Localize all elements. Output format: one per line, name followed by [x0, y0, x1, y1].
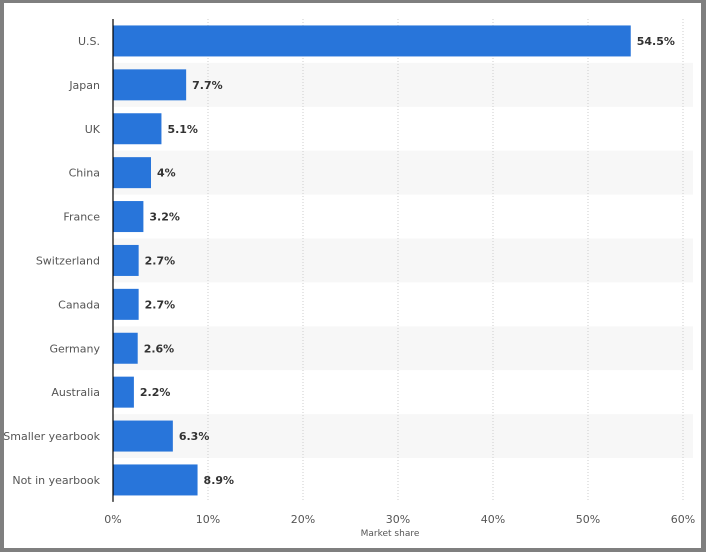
x-tick-label: 30%	[386, 513, 410, 526]
data-label: 7.7%	[192, 79, 223, 92]
category-label: Canada	[58, 298, 100, 311]
bar	[113, 113, 162, 145]
row-band	[113, 238, 693, 283]
data-label: 2.7%	[145, 298, 176, 311]
row-band	[113, 150, 693, 195]
x-tick-label: 0%	[104, 513, 121, 526]
x-tick-label: 10%	[196, 513, 220, 526]
bar	[113, 157, 151, 189]
row-band	[113, 326, 693, 371]
data-label: 54.5%	[637, 35, 675, 48]
category-label: U.S.	[78, 35, 100, 48]
category-label: Smaller yearbook	[4, 430, 101, 443]
data-label: 8.9%	[204, 474, 235, 487]
bar	[113, 244, 139, 276]
category-label: Germany	[49, 342, 100, 355]
data-label: 2.2%	[140, 386, 171, 399]
row-band	[113, 62, 693, 107]
category-label: Switzerland	[36, 254, 100, 267]
category-label: Not in yearbook	[12, 474, 100, 487]
bar	[113, 25, 631, 57]
data-label: 3.2%	[149, 211, 180, 224]
category-label: France	[63, 211, 100, 224]
bar	[113, 376, 134, 408]
bar	[113, 201, 144, 233]
x-tick-label: 50%	[576, 513, 600, 526]
category-label: UK	[85, 123, 101, 136]
x-tick-label: 40%	[481, 513, 505, 526]
x-tick-label: 20%	[291, 513, 315, 526]
row-band	[113, 414, 693, 458]
x-axis-title: Market share	[361, 529, 420, 539]
bar-chart: 0% 10% 20% 30% 40% 50% 60% U.S. 54.5% Japan 7.7% UK…	[4, 19, 695, 539]
category-label: China	[69, 167, 100, 180]
bar	[113, 332, 138, 364]
data-label: 2.7%	[145, 254, 176, 267]
bar	[113, 288, 139, 320]
data-label: 4%	[157, 167, 176, 180]
bar	[113, 420, 173, 452]
x-tick-label: 60%	[671, 513, 695, 526]
chart-frame: 0% 10% 20% 30% 40% 50% 60% U.S. 54.5% Japan 7.7% UK…	[4, 3, 701, 548]
category-label: Australia	[51, 386, 100, 399]
bar	[113, 464, 198, 496]
data-label: 2.6%	[144, 342, 175, 355]
data-label: 6.3%	[179, 430, 210, 443]
bar	[113, 69, 187, 101]
category-label: Japan	[68, 79, 100, 92]
data-label: 5.1%	[167, 123, 198, 136]
